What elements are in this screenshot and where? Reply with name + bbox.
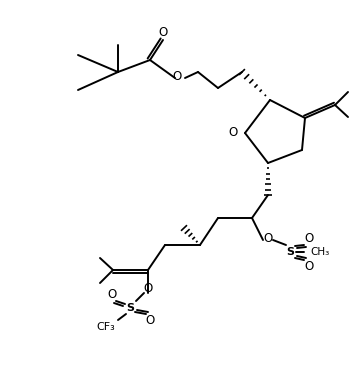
Text: CH₃: CH₃ (310, 247, 329, 257)
Text: O: O (145, 313, 155, 326)
Text: O: O (107, 288, 117, 301)
Text: O: O (304, 260, 314, 273)
Text: O: O (228, 126, 238, 139)
Text: CF₃: CF₃ (97, 322, 115, 332)
Text: O: O (143, 281, 153, 295)
Text: S: S (126, 303, 134, 313)
Text: S: S (286, 247, 294, 257)
Text: O: O (304, 232, 314, 245)
Text: O: O (172, 71, 182, 83)
Text: O: O (263, 232, 273, 245)
Text: O: O (158, 25, 168, 38)
